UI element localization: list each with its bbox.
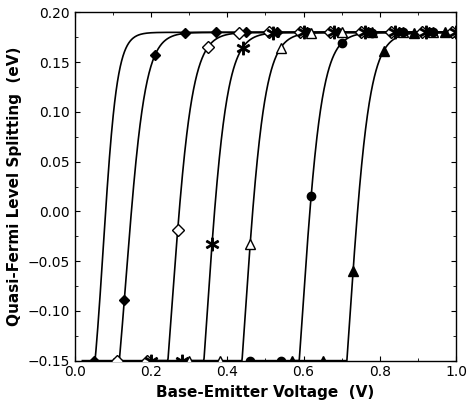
Y-axis label: Quasi-Fermi Level Splitting  (eV): Quasi-Fermi Level Splitting (eV): [7, 47, 22, 326]
X-axis label: Base-Emitter Voltage  (V): Base-Emitter Voltage (V): [156, 385, 374, 400]
